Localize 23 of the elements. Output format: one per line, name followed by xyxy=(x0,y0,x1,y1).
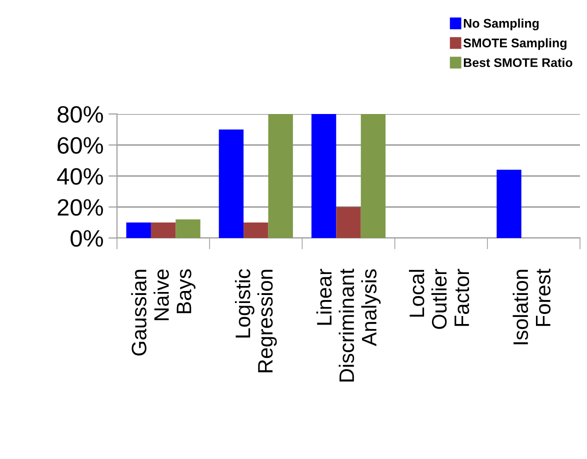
bar xyxy=(176,219,200,238)
x-tick-label: Logistic Regression xyxy=(234,269,277,372)
bar xyxy=(218,130,244,238)
legend-label: SMOTE Sampling xyxy=(463,38,566,50)
x-tick-label: Local Outlier Factor xyxy=(408,268,470,329)
y-tick-label: 0% xyxy=(70,230,103,247)
y-tick-label: 20% xyxy=(58,199,103,216)
bar xyxy=(311,114,336,238)
x-tick-label: Gaussian Naive Bays xyxy=(131,269,196,356)
bar xyxy=(496,170,522,238)
x-tick-label: Linear Discriminant Analysis xyxy=(316,268,381,382)
bar xyxy=(360,114,386,238)
y-tick-label: 40% xyxy=(57,168,103,185)
bar xyxy=(268,114,293,238)
x-tick-label: Isolation Forest xyxy=(512,268,551,344)
legend-label: Best SMOTE Ratio xyxy=(464,58,572,68)
bar xyxy=(244,222,268,238)
legend-label: No Sampling xyxy=(464,18,539,30)
y-tick-label: 80% xyxy=(58,106,103,123)
bar xyxy=(150,222,176,238)
bar xyxy=(336,207,361,238)
bar xyxy=(126,222,151,238)
y-tick-label: 60% xyxy=(58,137,103,154)
